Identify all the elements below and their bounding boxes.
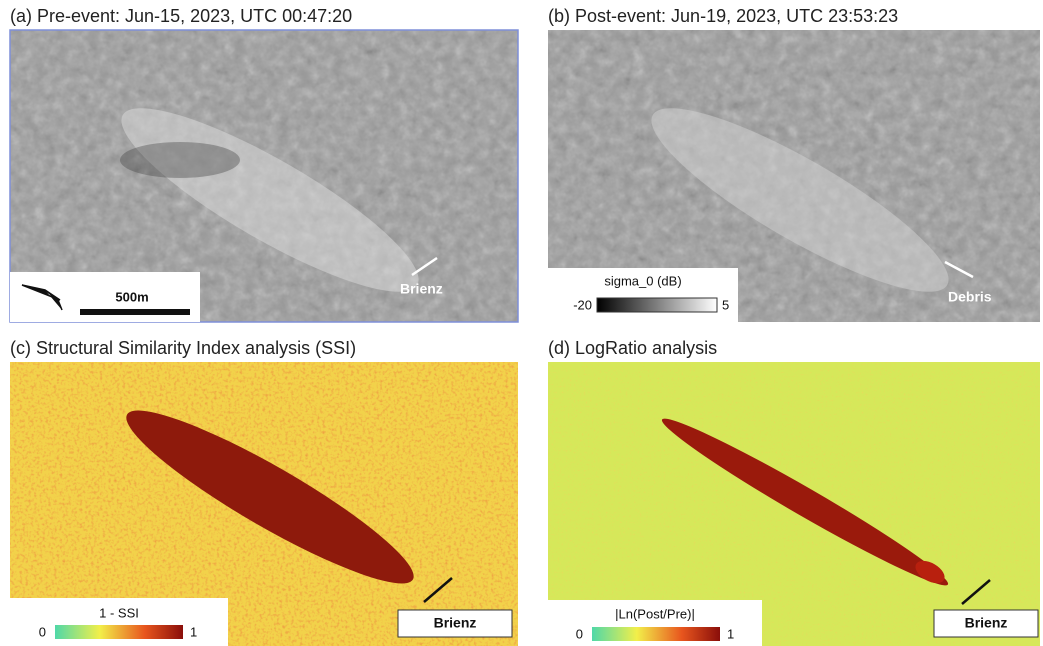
annotation: Debris (948, 289, 992, 305)
panel-title: (c) Structural Similarity Index analysis… (10, 338, 356, 358)
colorbar (55, 625, 183, 639)
annotation: Brienz (434, 615, 477, 631)
legend-title: 1 - SSI (99, 605, 139, 620)
legend-max: 1 (727, 626, 734, 641)
legend-min: 0 (39, 624, 46, 639)
figure: (a) Pre-event: Jun-15, 2023, UTC 00:47:2… (0, 0, 1043, 646)
annotation: Brienz (965, 615, 1008, 631)
legend-title: |Ln(Post/Pre)| (615, 606, 695, 621)
legend-max: 5 (722, 297, 729, 312)
colorbar (592, 627, 720, 641)
panel-title: (b) Post-event: Jun-19, 2023, UTC 23:53:… (548, 6, 898, 26)
legend-min: -20 (573, 297, 592, 312)
panel-title: (d) LogRatio analysis (548, 338, 717, 358)
legend-max: 1 (190, 624, 197, 639)
colorbar (597, 298, 717, 312)
scale-label: 500m (115, 289, 148, 304)
legend-min: 0 (576, 626, 583, 641)
panel-title: (a) Pre-event: Jun-15, 2023, UTC 00:47:2… (10, 6, 352, 26)
annotation: Brienz (400, 281, 443, 297)
legend-title: sigma_0 (dB) (604, 273, 681, 288)
scale-bar (80, 309, 190, 315)
